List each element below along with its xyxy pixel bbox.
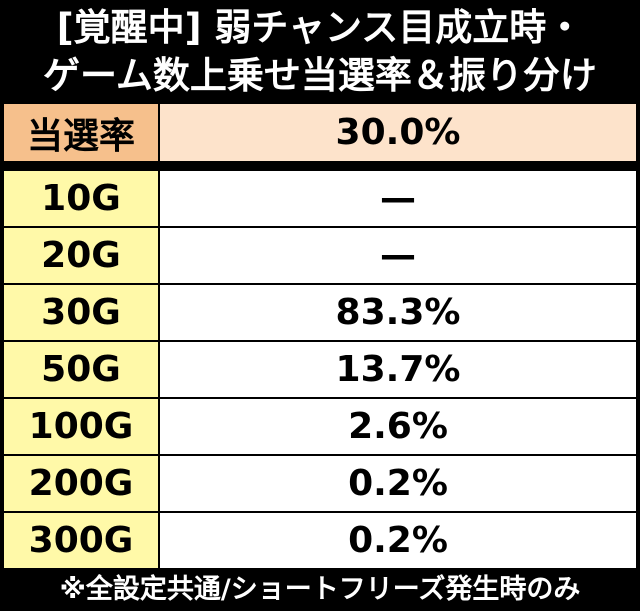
row-value: 83.3% [160, 285, 636, 340]
table: 10G —20G —30G 83.3% 50G 13.7% 100G 2.6% 200G 0.2%… [4, 171, 636, 570]
row-label: 100G [4, 399, 160, 454]
row-value: — [160, 171, 636, 226]
summary-value: 30.0% [160, 104, 636, 161]
row-value: 0.2% [160, 456, 636, 511]
table-row: 300G 0.2% [4, 513, 636, 568]
row-label: 50G [4, 342, 160, 397]
row-value: 13.7% [160, 342, 636, 397]
footnote: ※全設定共通/ショートフリーズ発生時のみ [59, 574, 581, 605]
row-label: 200G [4, 456, 160, 511]
table-row: 100G 2.6% [4, 399, 636, 454]
row-label: 300G [4, 513, 160, 568]
table-row: 50G 13.7% [4, 342, 636, 397]
table-row: 10G — [4, 171, 636, 226]
row-value: — [160, 228, 636, 283]
table-row: 20G — [4, 228, 636, 283]
row-label: 30G [4, 285, 160, 340]
summary-label: 当選率 [4, 104, 160, 161]
row-value: 2.6% [160, 399, 636, 454]
table-row: 200G 0.2% [4, 456, 636, 511]
row-value: 0.2% [160, 513, 636, 568]
summary-row: 当選率 30.0% [4, 104, 636, 161]
title-line: [覚醒中] 弱チャンス目成立時・ [56, 6, 584, 49]
row-label: 10G [4, 171, 160, 226]
row-label: 20G [4, 228, 160, 283]
table-row: 30G 83.3% [4, 285, 636, 340]
title-line: ゲーム数上乗せ当選率＆振り分け [43, 54, 597, 97]
